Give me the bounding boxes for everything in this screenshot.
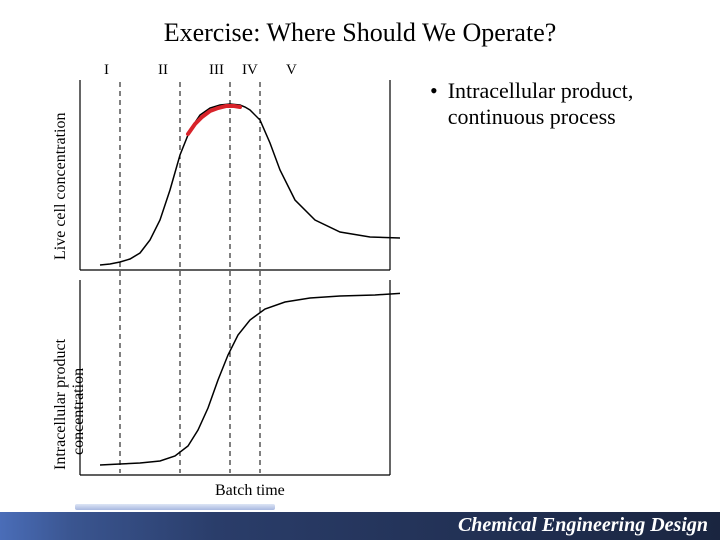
bullet-list: • Intracellular product, continuous proc…: [430, 78, 700, 130]
phase-label-IV: IV: [242, 62, 258, 79]
bullet-text: Intracellular product, continuous proces…: [448, 78, 700, 130]
y-axis-label-1: Live cell concentration: [52, 113, 70, 260]
phase-label-I: I: [104, 62, 109, 79]
chart-area: Live cell concentration Intracellular pr…: [60, 60, 400, 480]
y-axis-label-2b: concentration: [70, 368, 88, 455]
footer-text: Chemical Engineering Design: [458, 514, 708, 537]
footer-accent-line: [75, 504, 275, 510]
bullet-item: • Intracellular product, continuous proc…: [430, 78, 700, 130]
x-axis-label: Batch time: [215, 482, 285, 500]
phase-label-V: V: [286, 62, 297, 79]
chart-svg: [60, 60, 400, 480]
footer-bar: Chemical Engineering Design: [0, 512, 720, 540]
bullet-dot-icon: •: [430, 78, 438, 130]
page-title: Exercise: Where Should We Operate?: [0, 0, 720, 48]
phase-label-III: III: [209, 62, 224, 79]
phase-label-II: II: [158, 62, 168, 79]
y-axis-label-2a: Intracellular product: [52, 339, 70, 470]
